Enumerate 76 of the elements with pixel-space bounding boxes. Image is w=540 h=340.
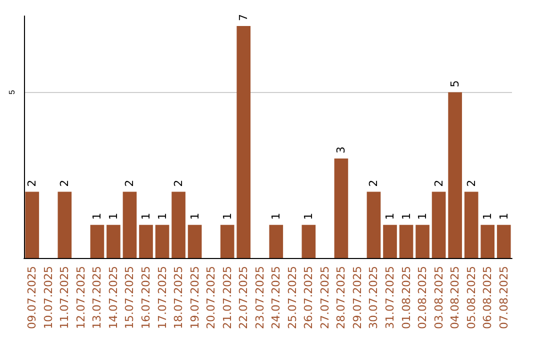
bar bbox=[448, 92, 462, 258]
data-label: 1 bbox=[156, 212, 169, 220]
x-tick-label: 26.07.2025 bbox=[302, 266, 316, 330]
bar bbox=[25, 192, 40, 258]
x-tick-label: 05.08.2025 bbox=[464, 266, 478, 330]
bar bbox=[383, 224, 397, 258]
bar bbox=[334, 158, 348, 258]
data-label: 7 bbox=[237, 14, 250, 21]
bar bbox=[496, 224, 511, 258]
x-tick-label: 27.07.2025 bbox=[318, 266, 332, 330]
bar bbox=[302, 224, 316, 258]
data-label: 1 bbox=[270, 212, 283, 220]
x-tick-label: 22.07.2025 bbox=[237, 266, 250, 330]
bar bbox=[366, 192, 381, 258]
data-label: 2 bbox=[26, 180, 39, 187]
data-label: 5 bbox=[448, 80, 462, 88]
x-tick-label: 12.07.2025 bbox=[74, 266, 88, 330]
x-tick-label: 20.07.2025 bbox=[204, 266, 218, 330]
data-label: 1 bbox=[220, 212, 234, 220]
x-tick-label: 25.07.2025 bbox=[286, 266, 299, 330]
x-tick-label: 31.07.2025 bbox=[384, 266, 396, 330]
x-tick-label: 15.07.2025 bbox=[123, 266, 136, 330]
x-tick-label: 19.07.2025 bbox=[188, 266, 202, 330]
x-tick-label: 16.07.2025 bbox=[140, 266, 152, 330]
data-label: 1 bbox=[188, 212, 202, 220]
data-label: 3 bbox=[334, 146, 348, 154]
bar bbox=[122, 192, 137, 258]
bar bbox=[139, 224, 153, 258]
data-label: 1 bbox=[90, 212, 104, 220]
data-label: 2 bbox=[432, 180, 446, 187]
x-tick-label: 13.07.2025 bbox=[90, 266, 104, 330]
x-tick-label: 07.08.2025 bbox=[497, 266, 510, 330]
bar bbox=[432, 192, 446, 258]
x-tick-label: 29.07.2025 bbox=[350, 266, 364, 330]
data-label: 1 bbox=[497, 212, 510, 220]
x-tick-label: 21.07.2025 bbox=[220, 266, 234, 330]
x-tick-label: 30.07.2025 bbox=[367, 266, 380, 330]
bar bbox=[399, 224, 414, 258]
data-label: 1 bbox=[384, 212, 396, 220]
bar bbox=[188, 224, 202, 258]
x-tick-label: 09.07.2025 bbox=[26, 266, 39, 330]
data-label: 1 bbox=[106, 212, 120, 220]
bar bbox=[155, 224, 170, 258]
data-label: 1 bbox=[481, 212, 494, 220]
x-tick-label: 04.08.2025 bbox=[448, 266, 462, 330]
x-tick-label: 23.07.2025 bbox=[253, 266, 266, 330]
x-tick-label: 18.07.2025 bbox=[172, 266, 186, 330]
data-label: 1 bbox=[416, 212, 430, 220]
bar bbox=[480, 224, 495, 258]
data-label: 1 bbox=[400, 212, 413, 220]
x-tick-label: 01.08.2025 bbox=[400, 266, 413, 330]
bar bbox=[106, 224, 120, 258]
data-label: 2 bbox=[58, 180, 72, 187]
x-tick-label: 24.07.2025 bbox=[270, 266, 283, 330]
x-tick-label: 02.08.2025 bbox=[416, 266, 430, 330]
data-label: 2 bbox=[464, 180, 478, 187]
data-label: 1 bbox=[302, 212, 316, 220]
data-label: 1 bbox=[140, 212, 152, 220]
x-tick-label: 10.07.2025 bbox=[42, 266, 55, 330]
bar bbox=[220, 224, 234, 258]
bar bbox=[416, 224, 430, 258]
x-tick-label: 28.07.2025 bbox=[334, 266, 348, 330]
data-label: 2 bbox=[367, 180, 380, 187]
x-tick-label: 03.08.2025 bbox=[432, 266, 446, 330]
bar bbox=[172, 192, 186, 258]
data-label: 2 bbox=[172, 180, 186, 187]
bar bbox=[269, 224, 284, 258]
data-label: 2 bbox=[123, 180, 136, 187]
bar bbox=[236, 26, 251, 258]
x-tick-label: 11.07.2025 bbox=[58, 266, 72, 330]
bar bbox=[464, 192, 478, 258]
bar bbox=[58, 192, 72, 258]
x-tick-label: 06.08.2025 bbox=[481, 266, 494, 330]
bar bbox=[90, 224, 104, 258]
x-tick-label: 14.07.2025 bbox=[106, 266, 120, 330]
x-tick-label: 17.07.2025 bbox=[156, 266, 169, 330]
